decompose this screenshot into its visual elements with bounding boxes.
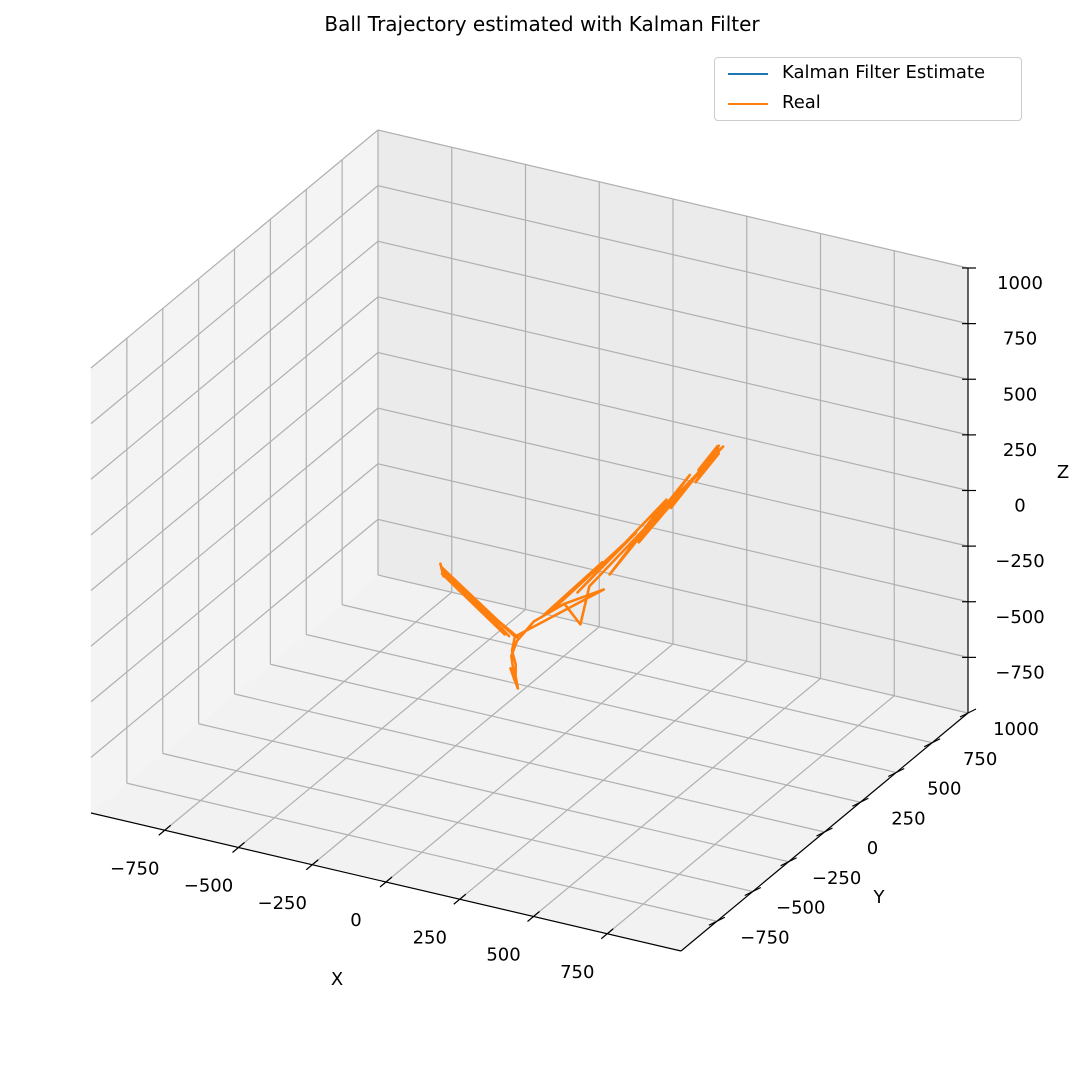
y-tick-label: −250 xyxy=(812,868,861,889)
legend-entry-kalman: Kalman Filter Estimate xyxy=(715,59,1021,89)
x-axis-label: X xyxy=(331,969,343,990)
chart-title: Ball Trajectory estimated with Kalman Fi… xyxy=(324,12,760,36)
grid-line-z-back xyxy=(377,296,969,436)
x-tick xyxy=(379,876,393,888)
tick-labels: −750−500−2500250500750−750−500−250025050… xyxy=(110,273,1069,990)
legend-label-real: Real xyxy=(782,92,821,113)
y-tick xyxy=(852,797,869,807)
x-tick-label: −250 xyxy=(258,893,307,914)
grid-line-z-side xyxy=(90,129,379,369)
series-layer xyxy=(439,444,725,690)
x-tick xyxy=(453,893,467,905)
grid-line-z-side xyxy=(90,185,379,425)
legend: Kalman Filter Estimate Real xyxy=(714,57,1022,121)
grid-line-z-side xyxy=(90,518,379,758)
y-tick-label: 250 xyxy=(891,808,925,829)
grid-line-z-side xyxy=(90,240,379,480)
tick-marks xyxy=(158,267,977,940)
grid-line-y-floor xyxy=(306,633,897,774)
legend-label-kalman: Kalman Filter Estimate xyxy=(782,62,986,83)
y-tick-label: 750 xyxy=(963,749,997,770)
x-tick xyxy=(232,842,245,853)
x-tick-label: 750 xyxy=(560,962,594,983)
grid-line-z-back xyxy=(377,351,969,492)
y-tick-label: −500 xyxy=(776,898,825,919)
grid-line-z-back xyxy=(377,240,969,380)
x-tick xyxy=(158,824,172,836)
y-tick xyxy=(887,767,905,778)
grid-line-z-back xyxy=(377,463,969,603)
x-tick-label: 250 xyxy=(413,927,447,948)
z-tick-label: 0 xyxy=(1014,496,1025,517)
grid-line-z-back xyxy=(377,185,969,325)
y-tick-label: −750 xyxy=(740,927,789,948)
z-tick-label: 250 xyxy=(1003,440,1037,461)
grid-line-y-floor xyxy=(377,574,969,714)
grid-line-z-back xyxy=(377,518,969,658)
y-axis-label: Y xyxy=(873,887,886,908)
legend-swatch-real xyxy=(728,103,768,105)
grid-line-z-side xyxy=(90,463,379,703)
y-tick-label: 1000 xyxy=(993,719,1039,740)
grid-line-y-floor xyxy=(198,723,789,863)
z-tick-label: 1000 xyxy=(997,273,1043,294)
y-tick xyxy=(923,738,941,748)
grid-lines xyxy=(90,129,969,935)
x-tick-label: 500 xyxy=(486,945,520,966)
grid-line-z-back xyxy=(377,407,969,547)
x-tick-label: −750 xyxy=(110,858,159,879)
y-tick xyxy=(744,886,762,897)
z-tick-label: 750 xyxy=(1003,329,1037,350)
grid-line-y-floor xyxy=(234,693,825,833)
grid-line-y-floor xyxy=(270,663,861,803)
y-tick-label: 0 xyxy=(867,838,878,859)
grid-line-z-back xyxy=(377,129,969,269)
y-tick xyxy=(708,916,726,926)
y-tick xyxy=(816,827,833,837)
axis-panes xyxy=(89,128,970,952)
series-line-1 xyxy=(439,444,725,690)
y-tick xyxy=(780,857,797,867)
z-tick-label: −250 xyxy=(995,551,1044,572)
x-tick xyxy=(305,859,319,871)
y-tick xyxy=(959,708,977,718)
grid-line-z-side xyxy=(90,296,379,536)
x-tick-label: 0 xyxy=(350,910,361,931)
grid-line-y-floor xyxy=(126,782,718,922)
grid-line-z-side xyxy=(90,352,379,591)
z-axis-label: Z xyxy=(1057,462,1069,483)
legend-swatch-kalman xyxy=(728,73,768,75)
y-tick-label: 500 xyxy=(927,779,961,800)
x-tick xyxy=(527,911,540,922)
z-tick-label: −500 xyxy=(995,607,1044,628)
z-tick-label: 500 xyxy=(1003,384,1037,405)
grid-line-y-floor xyxy=(341,604,933,744)
legend-entry-real: Real xyxy=(715,89,1021,119)
x-tick xyxy=(600,928,614,940)
z-tick-label: −750 xyxy=(995,662,1044,683)
x-tick-label: −500 xyxy=(184,876,233,897)
grid-line-y-floor xyxy=(162,752,753,893)
grid-line-z-side xyxy=(90,407,379,647)
